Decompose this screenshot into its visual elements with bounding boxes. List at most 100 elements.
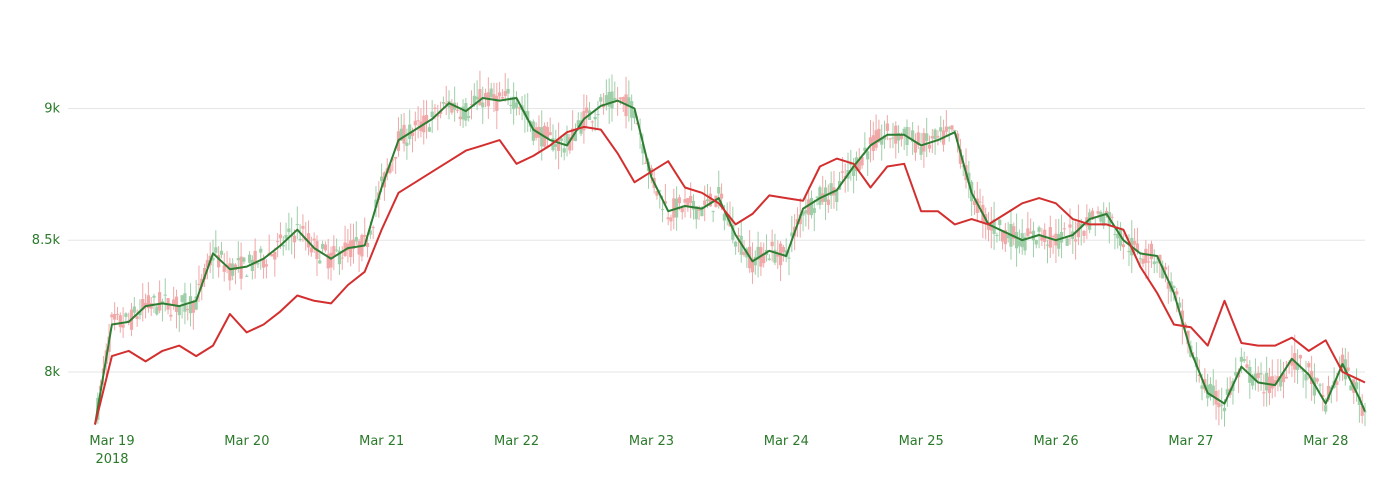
candle-body: [1121, 244, 1125, 248]
candle-body: [1059, 232, 1064, 243]
candle-body: [1315, 378, 1319, 382]
candle-body: [717, 186, 721, 194]
candle-body: [585, 107, 589, 113]
candle-body: [953, 129, 957, 131]
candle-body: [1208, 383, 1213, 398]
candle-body: [863, 147, 867, 151]
candle-body: [318, 260, 322, 264]
candle-body: [1088, 212, 1092, 230]
candle-body: [416, 120, 420, 122]
candle-body: [276, 241, 280, 243]
candle-body: [1073, 239, 1078, 242]
candle-body: [1253, 373, 1258, 382]
candle-body: [1051, 236, 1055, 238]
candle-body: [925, 133, 929, 141]
candle-body: [450, 102, 454, 113]
candle-body: [413, 120, 417, 126]
candle-body: [306, 233, 311, 248]
candle-body: [402, 124, 406, 144]
candle-body: [804, 210, 808, 214]
candle-body: [576, 120, 580, 127]
candle-body: [1239, 356, 1243, 362]
candle-body: [1014, 232, 1019, 249]
candle-body: [573, 132, 578, 142]
candle-body: [110, 314, 114, 318]
candle-body: [809, 197, 814, 216]
candle-body: [1307, 363, 1311, 368]
candle-body: [1037, 227, 1041, 232]
candle-body: [666, 217, 670, 220]
candle-body: [975, 198, 979, 213]
candle-body: [899, 134, 903, 140]
candle-body: [287, 228, 291, 233]
candle-body: [1161, 265, 1165, 279]
candle-body: [902, 128, 906, 135]
candle-body: [630, 101, 634, 118]
candle-body: [152, 295, 156, 298]
candle-body: [250, 259, 254, 271]
candle-body: [1357, 396, 1361, 406]
candle-body: [349, 240, 353, 258]
candle-body: [565, 133, 569, 147]
candle-body: [1166, 281, 1170, 289]
candle-body: [256, 263, 260, 265]
candle-body: [1026, 228, 1030, 237]
candle-body: [1133, 240, 1137, 245]
candle-body: [742, 251, 746, 256]
candle-body: [135, 316, 139, 320]
candle-body: [731, 224, 735, 240]
candle-body: [658, 190, 662, 192]
candle-body: [1152, 261, 1156, 265]
candle-body: [1147, 261, 1151, 263]
candle-body: [1281, 373, 1286, 383]
candle-body: [124, 313, 128, 317]
candle-body: [1068, 224, 1072, 228]
candle-body: [874, 130, 878, 148]
candle-body: [526, 111, 530, 120]
candle-body: [736, 235, 741, 237]
candle-body: [866, 151, 870, 160]
candle-body: [217, 255, 221, 268]
candle-body: [236, 258, 240, 261]
candle-body: [1057, 234, 1061, 249]
candle-body: [812, 208, 816, 213]
x-tick-label: Mar 26: [1033, 434, 1078, 449]
candle-body: [410, 132, 415, 137]
x-tick-label: Mar 22: [494, 434, 539, 449]
candle-body: [877, 128, 881, 143]
candle-body: [719, 193, 724, 199]
candle-body: [1242, 359, 1246, 362]
candle-body: [734, 241, 738, 247]
candle-body: [604, 95, 608, 103]
candle-body: [444, 103, 448, 105]
candle-body: [930, 136, 934, 139]
candle-body: [756, 246, 760, 260]
candle-body: [888, 138, 892, 140]
candle-body: [753, 256, 757, 266]
x-tick-year-label: 2018: [95, 452, 128, 467]
candle-body: [1048, 227, 1052, 248]
candle-body: [790, 232, 794, 237]
candle-body: [621, 97, 625, 102]
candle-body: [1326, 385, 1331, 400]
candle-body: [441, 102, 446, 104]
candle-body: [1012, 226, 1016, 239]
candle-body: [1110, 216, 1114, 218]
candle-body: [205, 260, 209, 268]
candle-body: [683, 199, 687, 203]
candle-body: [596, 114, 600, 116]
candle-body: [517, 107, 521, 109]
candle-body: [936, 136, 940, 138]
candle-body: [1023, 237, 1027, 251]
candle-body: [1040, 236, 1044, 241]
candle-body: [503, 91, 507, 97]
candle-body: [495, 95, 499, 111]
candle-body: [391, 159, 395, 161]
candle-body: [388, 163, 392, 173]
candle-body: [295, 224, 299, 226]
candle-body: [278, 234, 283, 239]
candle-body: [259, 248, 263, 253]
candle-body: [548, 132, 552, 136]
candle-body: [233, 264, 238, 271]
candle-body: [143, 302, 148, 306]
